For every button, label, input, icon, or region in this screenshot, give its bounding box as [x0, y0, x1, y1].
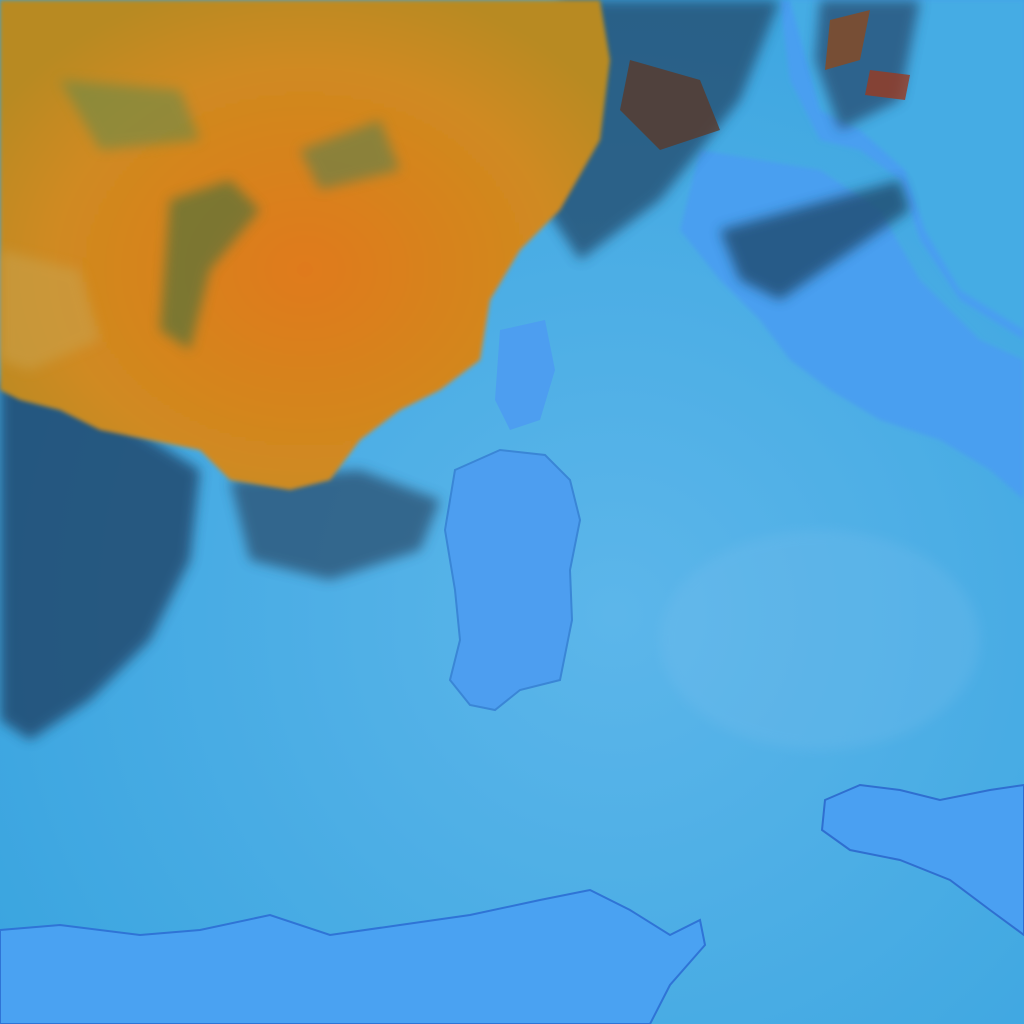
cloud-texture	[0, 80, 400, 370]
land-corsica	[495, 320, 555, 430]
haze	[660, 530, 980, 750]
cloud-patches-red	[620, 10, 910, 150]
land-sardinia	[443, 448, 582, 712]
land-north-africa	[0, 888, 707, 1024]
land-sicily	[820, 783, 1024, 937]
